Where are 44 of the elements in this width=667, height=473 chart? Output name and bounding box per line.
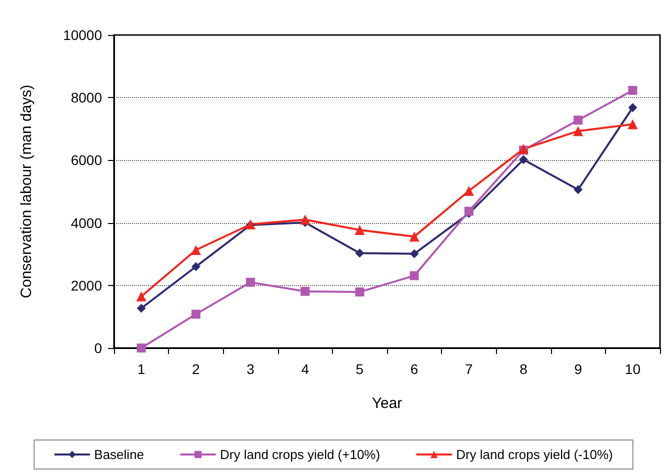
x-tick-label: 5 [356,361,364,377]
x-tick-label: 10 [624,361,641,377]
point [191,262,200,272]
point [519,155,528,164]
x-tick-label: 1 [137,361,146,377]
point [354,225,365,235]
point [355,248,364,258]
point [410,271,419,280]
point [300,286,310,296]
y-tick-label: 8000 [70,90,102,106]
x-tick-label: 6 [410,361,418,377]
y-tick-label: 0 [94,340,102,356]
point [464,186,474,196]
point [574,185,583,194]
point [190,245,201,256]
point [410,249,419,258]
x-tick-label: 7 [465,361,473,377]
point [628,103,638,112]
point [628,86,638,95]
point [628,119,638,130]
x-tick-label: 2 [192,361,200,377]
x-tick-label: 3 [246,361,255,377]
y-tick-label: 2000 [70,277,102,294]
point [300,214,310,225]
x-tick-label: 9 [574,361,582,377]
x-axis-title: Year [372,395,402,412]
x-tick-label: 4 [301,361,310,377]
point [136,344,146,352]
x-tick-label: 8 [520,361,528,377]
y-tick-label: 10000 [63,27,102,43]
point [136,291,146,302]
point [136,304,146,313]
point [355,287,364,296]
point [574,116,583,125]
point [573,126,584,136]
legend-label: Baseline [94,447,144,462]
legend-label: Dry land crops yield (-10%) [456,447,613,462]
point [246,278,255,287]
y-tick-label: 4000 [70,214,102,231]
legend-label: Dry land crops yield (+10%) [220,447,380,462]
y-axis-title: Conservation labour (man days) [18,84,35,298]
point [409,232,420,242]
y-tick-label: 6000 [70,152,102,168]
point [191,310,200,319]
